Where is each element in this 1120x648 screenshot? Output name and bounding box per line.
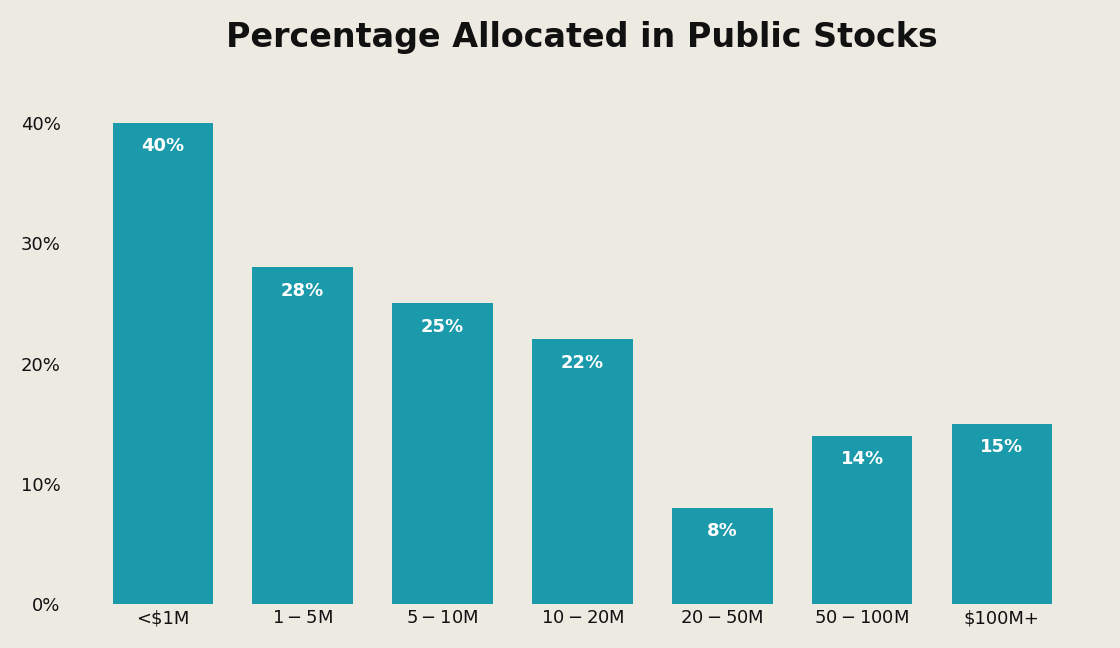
Text: 14%: 14% [840,450,884,469]
Text: 25%: 25% [421,318,464,336]
Text: 15%: 15% [980,438,1024,456]
Bar [392,303,493,605]
Bar [252,267,353,605]
Bar [532,340,633,605]
Bar [672,508,773,605]
Text: 28%: 28% [281,282,325,299]
Bar [112,122,213,605]
Bar [952,424,1052,605]
Title: Percentage Allocated in Public Stocks: Percentage Allocated in Public Stocks [226,21,939,54]
Text: 8%: 8% [707,522,738,540]
Bar [812,435,913,605]
Text: 22%: 22% [561,354,604,372]
Text: 40%: 40% [141,137,185,156]
